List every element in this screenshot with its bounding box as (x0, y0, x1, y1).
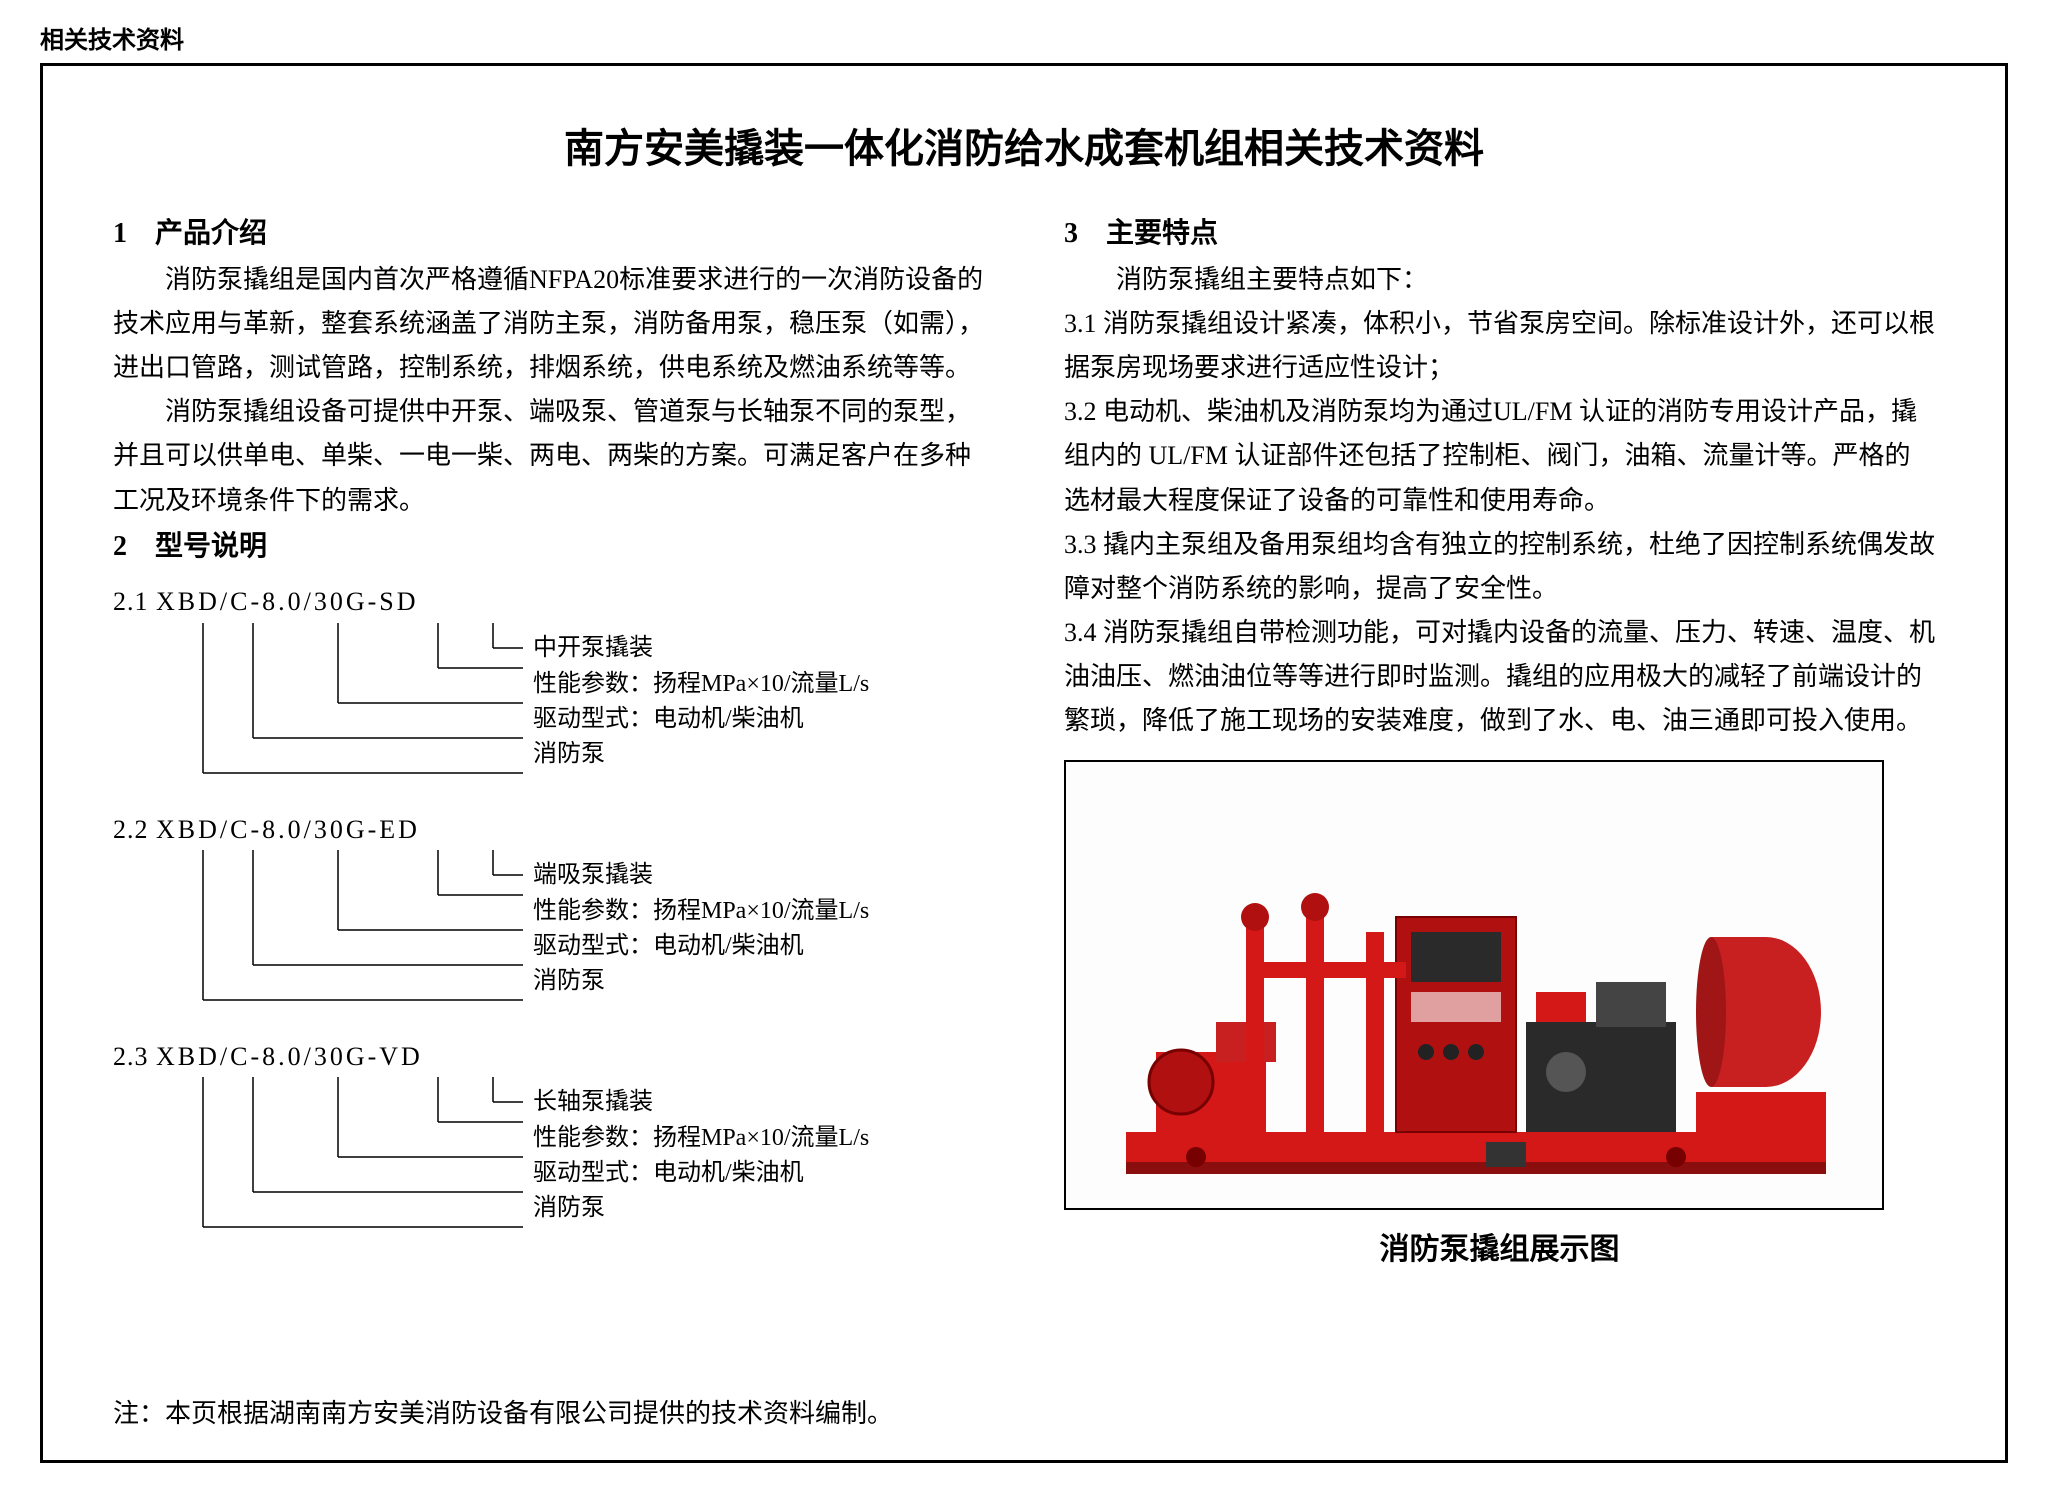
section-3-2: 3.2 电动机、柴油机及消防泵均为通过UL/FM 认证的消防专用设计产品，撬组内… (1064, 390, 1935, 523)
model-block-2: 2.2 XBD/C-8.0/30G-ED (113, 808, 984, 1025)
model-2-diagram: 端吸泵撬装 性能参数：扬程MPa×10/流量L/s 驱动型式：电动机/柴油机 消… (183, 850, 883, 1025)
model-1-line-1: 中开泵撬装 (533, 634, 653, 661)
section-3-3: 3.3 撬内主泵组及备用泵组均含有独立的控制系统，杜绝了因控制系统偶发故障对整个… (1064, 523, 1935, 611)
model-3-line-4: 消防泵 (533, 1194, 605, 1221)
section-3-4: 3.4 消防泵撬组自带检测功能，可对撬内设备的流量、压力、转速、温度、机油油压、… (1064, 611, 1935, 744)
model-3-line-2: 性能参数：扬程MPa×10/流量L/s (533, 1124, 869, 1151)
model-2-line-3: 驱动型式：电动机/柴油机 (533, 932, 804, 959)
document-frame: 南方安美撬装一体化消防给水成套机组相关技术资料 1 产品介绍 消防泵撬组是国内首… (40, 63, 2008, 1463)
model-2-code: 2.2 XBD/C-8.0/30G-ED (113, 815, 420, 844)
footnote: 注：本页根据湖南南方安美消防设备有限公司提供的技术资料编制。 (113, 1393, 893, 1430)
section-1-para-2: 消防泵撬组设备可提供中开泵、端吸泵、管道泵与长轴泵不同的泵型，并且可以供单电、单… (113, 390, 984, 523)
model-3-diagram: 长轴泵撬装 性能参数：扬程MPa×10/流量L/s 驱动型式：电动机/柴油机 消… (183, 1077, 883, 1252)
model-3-line-1: 长轴泵撬装 (533, 1088, 653, 1115)
section-2-heading: 2 型号说明 (113, 523, 984, 571)
header-label: 相关技术资料 (40, 20, 2008, 55)
left-column: 1 产品介绍 消防泵撬组是国内首次严格遵循NFPA20标准要求进行的一次消防设备… (113, 210, 984, 1275)
model-block-3: 2.3 XBD/C-8.0/30G-VD (113, 1035, 984, 1252)
model-1-code: 2.1 XBD/C-8.0/30G-SD (113, 587, 419, 616)
model-3-code: 2.3 XBD/C-8.0/30G-VD (113, 1042, 423, 1071)
model-1-line-4: 消防泵 (533, 740, 605, 767)
section-3-1: 3.1 消防泵撬组设计紧凑，体积小，节省泵房空间。除标准设计外，还可以根据泵房现… (1064, 302, 1935, 390)
model-2-line-1: 端吸泵撬装 (533, 861, 653, 888)
model-2-line-2: 性能参数：扬程MPa×10/流量L/s (533, 897, 869, 924)
image-caption: 消防泵撬组展示图 (1064, 1224, 1935, 1275)
pump-illustration (1066, 762, 1884, 1210)
section-3-heading: 3 主要特点 (1064, 210, 1935, 258)
model-2-line-4: 消防泵 (533, 967, 605, 994)
model-1-diagram: 中开泵撬装 性能参数：扬程MPa×10/流量L/s 驱动型式：电动机/柴油机 消… (183, 623, 883, 798)
product-image-box (1064, 760, 1884, 1210)
right-column: 3 主要特点 消防泵撬组主要特点如下： 3.1 消防泵撬组设计紧凑，体积小，节省… (1064, 210, 1935, 1275)
content-columns: 1 产品介绍 消防泵撬组是国内首次严格遵循NFPA20标准要求进行的一次消防设备… (113, 210, 1935, 1275)
section-3-intro: 消防泵撬组主要特点如下： (1064, 258, 1935, 302)
section-1-heading: 1 产品介绍 (113, 210, 984, 258)
main-title: 南方安美撬装一体化消防给水成套机组相关技术资料 (113, 116, 1935, 174)
model-1-line-2: 性能参数：扬程MPa×10/流量L/s (533, 670, 869, 697)
section-1-para-1: 消防泵撬组是国内首次严格遵循NFPA20标准要求进行的一次消防设备的技术应用与革… (113, 258, 984, 391)
model-block-1: 2.1 XBD/C-8.0/30G-SD (113, 580, 984, 797)
model-1-line-3: 驱动型式：电动机/柴油机 (533, 705, 804, 732)
model-3-line-3: 驱动型式：电动机/柴油机 (533, 1159, 804, 1186)
